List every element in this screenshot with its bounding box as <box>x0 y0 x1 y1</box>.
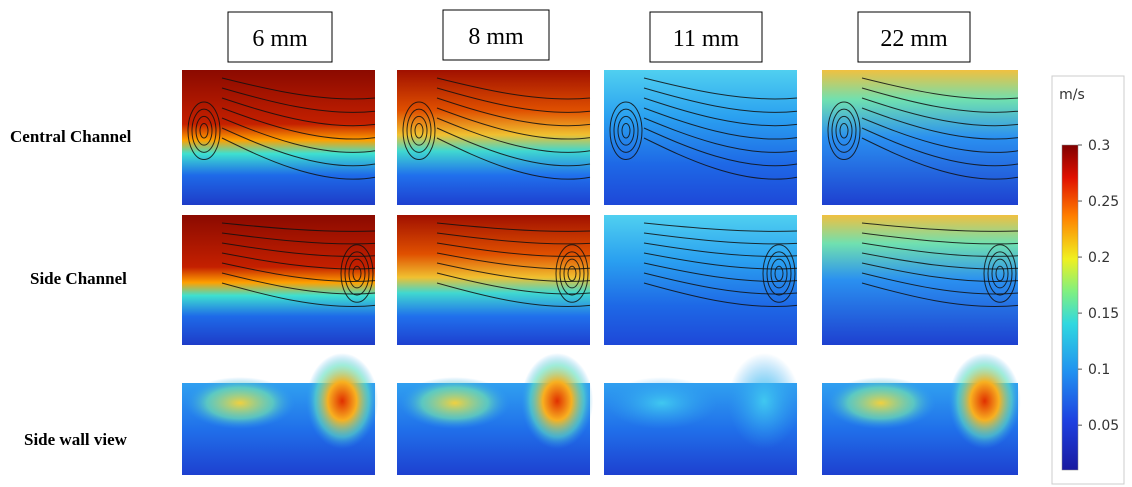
flow-panel <box>822 353 1021 475</box>
column-header: 8 mm <box>468 24 524 50</box>
colorbar-unit: m/s <box>1059 87 1085 103</box>
flow-panel <box>604 70 797 205</box>
hot-spot <box>400 377 510 429</box>
flow-panel <box>604 353 800 475</box>
flow-panel <box>182 215 375 345</box>
flow-panel <box>397 353 593 475</box>
hot-spot <box>949 353 1021 449</box>
colorbar-scale <box>1062 145 1078 470</box>
row-label: Central Channel <box>10 127 132 146</box>
row-label: Side Channel <box>30 269 127 288</box>
column-header: 6 mm <box>252 26 308 52</box>
colorbar-tick-label: 0.1 <box>1088 362 1110 378</box>
flow-panel <box>182 353 378 475</box>
colorbar: m/s 0.3 0.25 0.2 0.15 0.1 0.05 <box>1052 76 1124 484</box>
flow-panel <box>822 215 1018 345</box>
figure: 6 mm 8 mm 11 mm 22 mm Central Channel Si… <box>0 0 1132 487</box>
colorbar-tick-label: 0.15 <box>1088 306 1119 322</box>
hot-spot <box>185 377 295 429</box>
page: 6 mm 8 mm 11 mm 22 mm Central Channel Si… <box>0 0 1132 487</box>
hot-spot <box>607 377 717 429</box>
row-label: Side wall view <box>24 430 128 449</box>
hot-spot <box>306 353 378 449</box>
flow-panel <box>822 70 1018 205</box>
colorbar-tick-label: 0.05 <box>1088 418 1119 434</box>
colorbar-tick-label: 0.3 <box>1088 138 1110 154</box>
velocity-field <box>397 215 590 345</box>
colorbar-tick-label: 0.25 <box>1088 194 1119 210</box>
flow-panel <box>604 215 797 345</box>
flow-panel <box>182 70 375 205</box>
velocity-field <box>604 215 797 345</box>
colorbar-tick-label: 0.2 <box>1088 250 1110 266</box>
hot-spot <box>521 353 593 449</box>
flow-panel <box>397 70 590 205</box>
column-headers: 6 mm 8 mm 11 mm 22 mm <box>228 10 970 62</box>
hot-spot <box>728 353 800 449</box>
flow-panel <box>397 215 590 345</box>
column-header: 11 mm <box>673 26 740 52</box>
column-header: 22 mm <box>880 26 948 52</box>
panels <box>182 70 1021 475</box>
velocity-field <box>182 215 375 345</box>
hot-spot <box>826 377 936 429</box>
